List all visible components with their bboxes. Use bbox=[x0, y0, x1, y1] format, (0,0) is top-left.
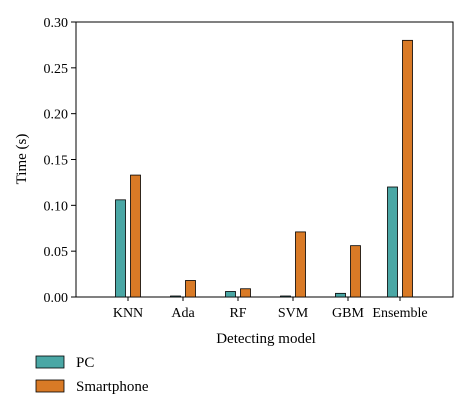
y-tick-label: 0.20 bbox=[44, 108, 69, 123]
x-tick-label: GBM bbox=[332, 306, 364, 321]
bar-smartphone-knn bbox=[130, 174, 141, 298]
x-tick-label: SVM bbox=[278, 306, 309, 321]
y-axis-title: Time (s) bbox=[14, 134, 30, 185]
legend-swatch-smartphone bbox=[35, 379, 65, 393]
bar-pc-ada bbox=[170, 295, 181, 298]
bar-smartphone-rf bbox=[240, 288, 251, 298]
legend: PC Smartphone bbox=[35, 355, 149, 395]
y-tick-label: 0.30 bbox=[44, 16, 69, 31]
x-tick-label: Ensemble bbox=[372, 306, 427, 321]
legend-label-smartphone: Smartphone bbox=[76, 379, 149, 395]
x-tick-label: RF bbox=[229, 306, 246, 321]
x-axis-title: Detecting model bbox=[216, 331, 316, 347]
y-tick-label: 0.10 bbox=[44, 199, 69, 214]
bar-pc-ensemble bbox=[387, 186, 398, 298]
bar-smartphone-ada bbox=[185, 280, 196, 298]
bar-smartphone-gbm bbox=[350, 245, 361, 298]
x-tick-label: Ada bbox=[171, 306, 195, 321]
bar-pc-svm bbox=[280, 295, 291, 298]
bar-pc-rf bbox=[225, 291, 236, 298]
y-tick-label: 0.25 bbox=[44, 62, 69, 77]
y-tick-label: 0.15 bbox=[44, 154, 69, 169]
bar-smartphone-svm bbox=[295, 231, 306, 298]
x-tick-label: KNN bbox=[113, 306, 143, 321]
y-tick-label: 0.05 bbox=[44, 245, 69, 260]
y-tick-label: 0.00 bbox=[44, 291, 69, 306]
legend-label-pc: PC bbox=[76, 355, 94, 371]
legend-swatch-pc bbox=[35, 355, 65, 369]
bar-pc-knn bbox=[115, 199, 126, 298]
bar-smartphone-ensemble bbox=[402, 39, 413, 298]
bar-pc-gbm bbox=[335, 292, 346, 298]
